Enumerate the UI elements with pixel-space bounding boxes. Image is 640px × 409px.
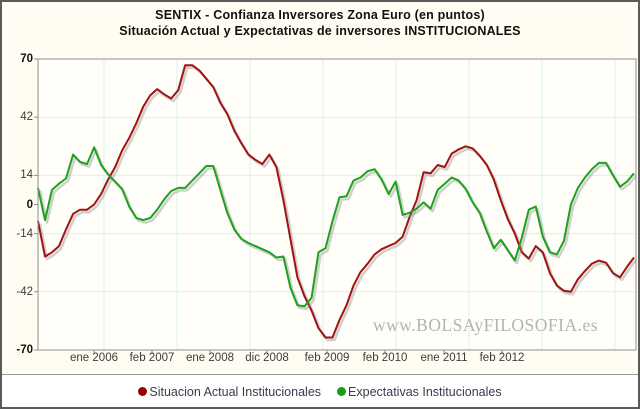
legend: Situacion Actual Institucionales Expecta… [2, 374, 638, 407]
x-tick-label: feb 2012 [479, 352, 525, 364]
watermark: www.BOLSAyFILOSOFIA.es [373, 315, 599, 335]
y-tick-label: 70 [20, 53, 33, 65]
y-tick-label: -14 [16, 227, 33, 240]
chart-subtitle: Situación Actual y Expectativas de inver… [119, 24, 521, 38]
legend-label-expectativas: Expectativas Institucionales [348, 384, 502, 399]
y-tick-label: -42 [16, 285, 33, 298]
legend-item-expectativas: Expectativas Institucionales [337, 385, 502, 399]
x-tick-label: feb 2009 [304, 352, 350, 364]
y-tick-label: 0 [26, 198, 33, 211]
chart-title: SENTIX - Confianza Inversores Zona Euro … [155, 8, 485, 22]
x-tick-label: ene 2008 [186, 352, 234, 364]
legend-marker-red-icon [138, 387, 148, 396]
legend-item-situacion-actual: Situacion Actual Institucionales [138, 385, 321, 399]
x-tick-label: feb 2007 [129, 352, 175, 364]
x-tick-label: ene 2011 [420, 352, 468, 364]
y-tick-label: 42 [20, 111, 33, 124]
legend-marker-green-icon [337, 387, 347, 396]
y-tick-label: 14 [20, 169, 33, 182]
x-tick-label: feb 2010 [362, 352, 408, 364]
legend-label-situacion-actual: Situacion Actual Institucionales [149, 384, 322, 399]
x-tick-label: ene 2006 [70, 352, 118, 364]
y-tick-label: -70 [16, 344, 33, 356]
x-tick-label: dic 2008 [245, 352, 289, 364]
